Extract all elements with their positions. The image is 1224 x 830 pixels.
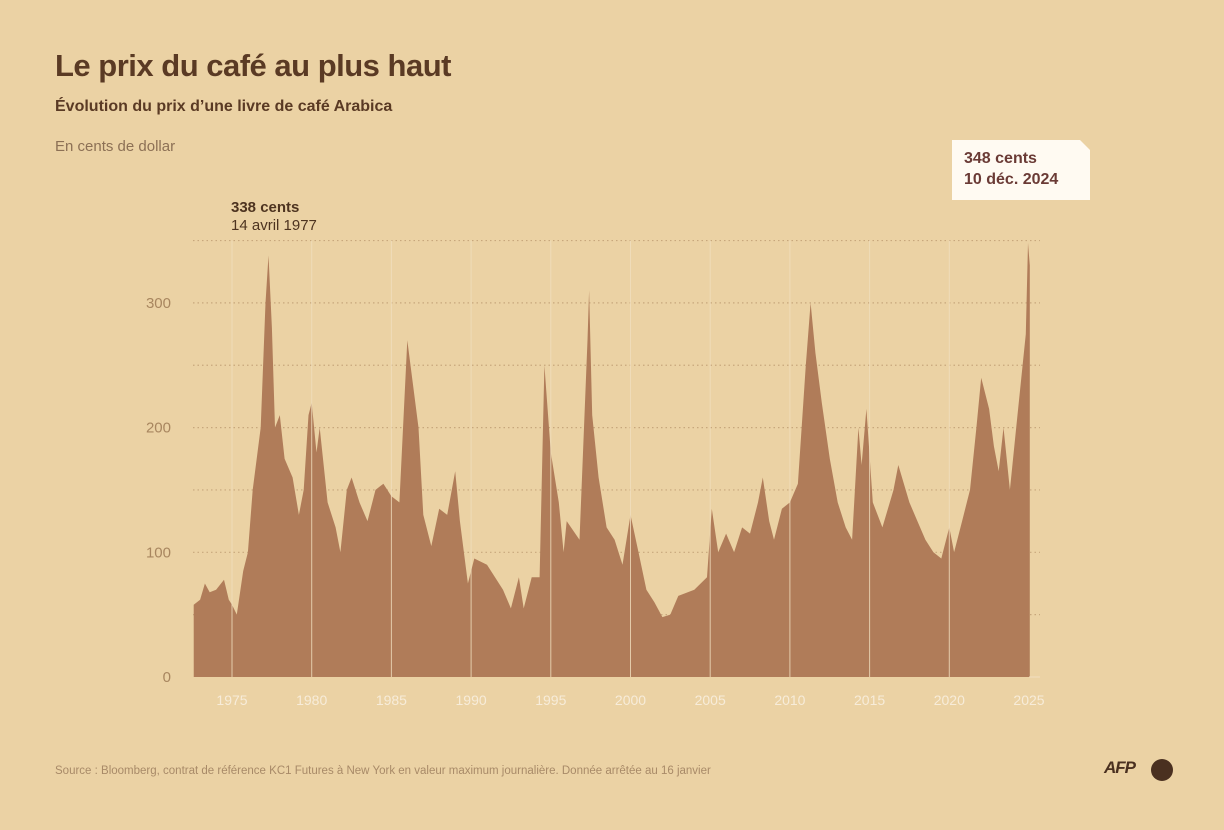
y-tick-label: 100 [146,544,171,561]
x-tick-label: 1985 [376,692,407,708]
x-tick-label: 1975 [216,692,247,708]
chart-subtitle: Évolution du prix d’une livre de café Ar… [55,98,393,115]
x-tick-label: 1995 [535,692,566,708]
afp-logo: AFP [1104,758,1174,782]
y-tick-label: 0 [163,669,171,686]
x-tick-label: 1990 [456,692,487,708]
x-tick-label: 2000 [615,692,646,708]
y-tick-label: 300 [146,295,171,312]
x-tick-label: 1980 [296,692,327,708]
annotation-1977-peak: 338 cents 14 avril 1977 [231,199,317,235]
unit-label: En cents de dollar [55,138,176,155]
x-tick-label: 2010 [774,692,805,708]
x-tick-label: 2020 [934,692,965,708]
chart-title: Le prix du café au plus haut [55,48,451,83]
annotation-value: 348 cents [964,150,1037,167]
annotation-date: 14 avril 1977 [231,217,317,234]
annotation-value: 338 cents [231,199,300,216]
annotation-date: 10 déc. 2024 [964,171,1059,188]
source-note: Source : Bloomberg, contrat de référence… [55,765,711,777]
price-area [193,243,1030,677]
x-tick-label: 2005 [695,692,726,708]
x-tick-label: 2025 [1013,692,1044,708]
logo-dot-icon [1151,759,1173,781]
logo-text: AFP [1104,758,1136,777]
y-tick-label: 200 [146,420,171,437]
annotation-2024-peak: 348 cents 10 déc. 2024 [952,140,1090,200]
x-tick-label: 2015 [854,692,885,708]
